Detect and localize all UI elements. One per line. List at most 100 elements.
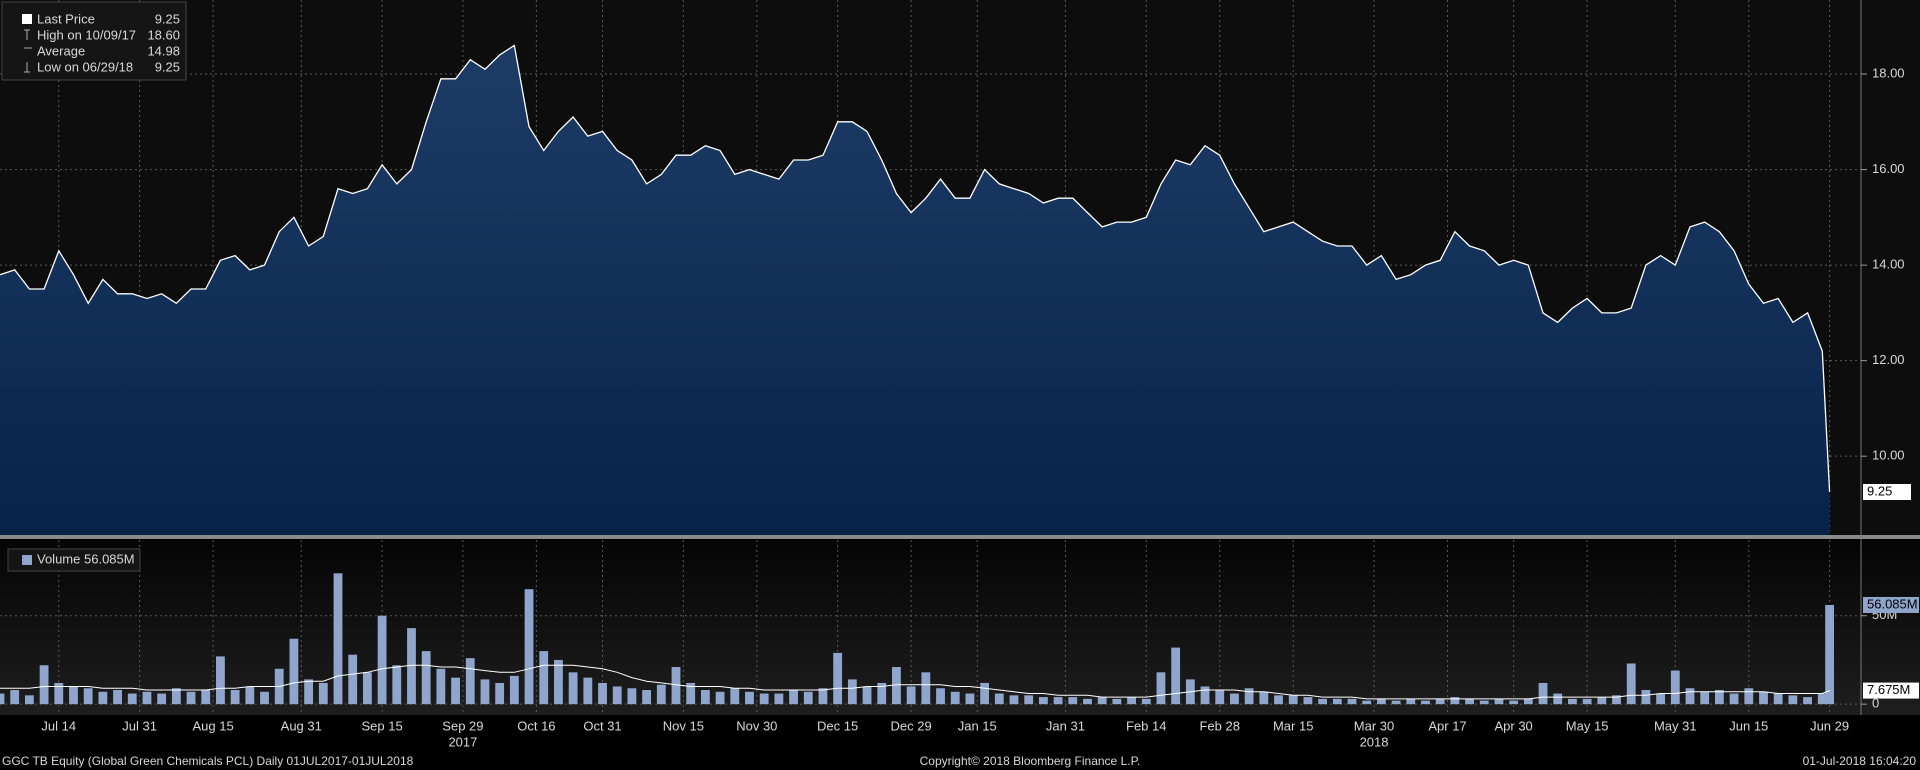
x-tick-label: Jan 15 (958, 718, 997, 733)
volume-bar (774, 693, 784, 705)
volume-bar (1803, 697, 1812, 705)
value-tag (1863, 484, 1911, 501)
volume-bar (568, 672, 578, 705)
volume-bar (421, 651, 431, 705)
legend-label: Last Price (37, 11, 95, 26)
volume-bar (304, 679, 314, 705)
volume-bar (69, 686, 78, 705)
y-tick-label: 12.00 (1872, 352, 1905, 367)
volume-bar (1097, 697, 1107, 705)
price-area (0, 45, 1830, 536)
volume-bar (1038, 697, 1048, 705)
x-tick-label: Aug 31 (281, 718, 322, 733)
volume-bar (1450, 697, 1460, 705)
volume-bar (157, 693, 167, 705)
volume-bar (1303, 697, 1313, 705)
volume-bar (1406, 698, 1416, 705)
volume-bar (1156, 672, 1166, 705)
volume-bar (1685, 688, 1695, 705)
x-tick-label: Dec 15 (817, 718, 858, 733)
volume-bar (1825, 604, 1835, 705)
volume-bar (24, 695, 34, 705)
legend-swatch (22, 555, 32, 565)
volume-bar (289, 638, 299, 705)
volume-bar (1817, 693, 1827, 705)
volume-bar (216, 656, 225, 705)
volume-bar (892, 667, 901, 705)
volume-bar (465, 658, 475, 705)
x-tick-label: Mar 15 (1273, 718, 1313, 733)
volume-bar (1200, 686, 1210, 705)
x-tick-label: Jul 14 (41, 718, 76, 733)
x-tick-label: Feb 14 (1126, 718, 1166, 733)
volume-bar (1523, 698, 1533, 705)
x-tick-label: Dec 29 (891, 718, 932, 733)
footer-right: 01-Jul-2018 16:04:20 (1803, 754, 1917, 768)
volume-bar (1465, 698, 1474, 705)
volume-bar (1759, 691, 1768, 705)
volume-bar (994, 693, 1004, 705)
volume-bar (906, 686, 916, 705)
price-line (0, 44, 1831, 493)
legend-swatch (22, 14, 32, 24)
volume-bar (1700, 691, 1710, 705)
legend-label: High on 10/09/17 (37, 27, 136, 42)
value-tag-label: 7.675M (1867, 682, 1910, 697)
volume-bar (1553, 693, 1563, 705)
x-tick-label: Oct 16 (517, 718, 555, 733)
y-tick-label: 0 (1872, 696, 1879, 711)
volume-bar (1127, 697, 1136, 705)
volume-bar (1318, 698, 1328, 705)
volume-bar (1024, 695, 1034, 705)
x-tick-label: May 31 (1654, 718, 1697, 733)
volume-legend: Volume 56.085M (7, 548, 141, 572)
x-tick-label: Sep 15 (361, 718, 402, 733)
volume-bar (936, 688, 945, 705)
volume-bar (950, 691, 960, 705)
volume-bar (833, 652, 843, 705)
volume-bar (1112, 698, 1122, 705)
volume-bar (921, 672, 931, 705)
x-tick-label: Aug 15 (192, 718, 233, 733)
volume-bar (1332, 698, 1342, 705)
legend-label: Volume (37, 551, 80, 566)
x-tick-label: Nov 30 (736, 718, 777, 733)
footer-center: Copyright© 2018 Bloomberg Finance L.P. (920, 754, 1141, 768)
volume-bar (142, 691, 152, 705)
volume-bar (230, 690, 240, 705)
volume-bar (1612, 695, 1621, 705)
volume-average-line (0, 664, 1830, 700)
value-tag (1863, 682, 1919, 699)
volume-bar (480, 679, 490, 705)
y-tick-label: 16.00 (1872, 161, 1905, 176)
volume-bar (333, 573, 343, 705)
volume-bar (862, 686, 872, 705)
panel-separator (0, 535, 1920, 539)
volume-bar (186, 691, 196, 705)
year-label: 2018 (1360, 734, 1389, 749)
volume-bar (1656, 693, 1666, 705)
y-tick-label: 14.00 (1872, 257, 1905, 272)
legend-value: 9.25 (155, 59, 180, 74)
volume-bar (539, 651, 549, 705)
x-tick-label: Jun 29 (1810, 718, 1849, 733)
volume-bar (656, 684, 666, 705)
volume-bar (1729, 693, 1739, 705)
legend-label: Average (37, 43, 85, 58)
volume-bar (495, 682, 505, 705)
x-tick-label: Apr 17 (1428, 718, 1466, 733)
volume-bar (715, 691, 725, 705)
volume-bar (877, 682, 887, 705)
volume-bar (700, 690, 710, 705)
volume-bar (362, 672, 372, 705)
volume-bar (1068, 697, 1078, 705)
volume-bar (598, 682, 607, 705)
x-tick-label: Jan 31 (1046, 718, 1085, 733)
volume-bar (245, 686, 255, 705)
volume-bar (1494, 698, 1504, 705)
volume-bar (1230, 693, 1239, 705)
legend-value: 18.60 (147, 27, 180, 42)
volume-bar (1288, 695, 1298, 705)
volume-bar (436, 668, 446, 705)
volume-bar (392, 665, 402, 705)
